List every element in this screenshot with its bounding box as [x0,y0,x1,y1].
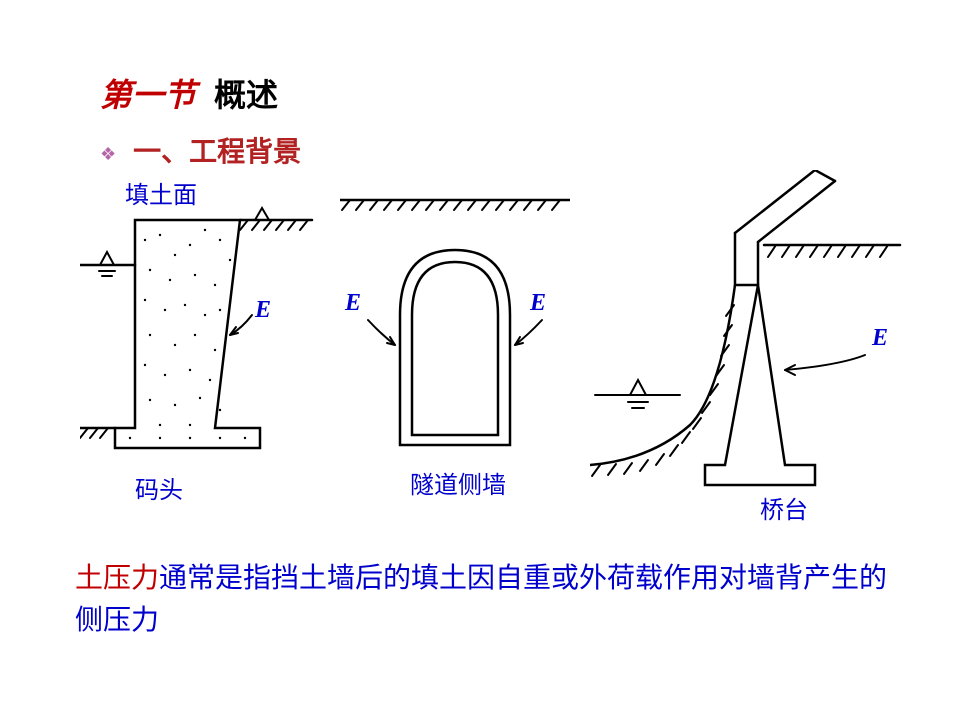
tunnel-e1-label: E [345,290,361,317]
dock-diagram [80,170,320,500]
tunnel-label: 隧道侧墙 [410,465,506,500]
desc-highlight: 土压力 [75,563,159,594]
abutment-e-label: E [872,325,888,352]
description-text: 土压力通常是指挡土墙后的填土因自重或外荷载作用对墙背产生的侧压力 [75,558,895,642]
desc-rest: 通常是指挡土墙后的填土因自重或外荷载作用对墙背产生的侧压力 [75,563,887,636]
subtitle-text: 一、工程背景 [133,137,301,168]
dock-e-label: E [255,297,271,324]
tunnel-diagram [340,170,570,500]
fill-surface-label: 填土面 [125,175,197,210]
section-title: 第一节 概述 [100,70,278,116]
dock-label: 码头 [135,470,183,505]
abutment-label: 桥台 [760,490,808,525]
abutment-diagram [590,170,910,530]
diagram-area: 填土面 码头 E [60,170,900,540]
tunnel-e2-label: E [530,290,546,317]
title-part1: 第一节 [100,77,196,113]
subtitle-row: ❖ 一、工程背景 [100,130,301,170]
bullet-icon: ❖ [100,144,116,165]
title-part2: 概述 [214,77,278,113]
